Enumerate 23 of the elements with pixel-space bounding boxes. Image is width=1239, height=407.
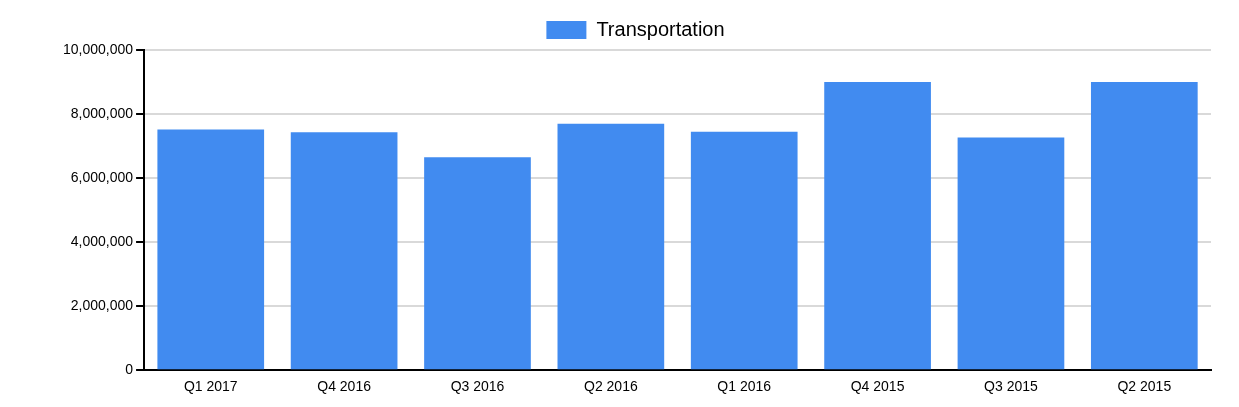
bar [424,157,531,370]
x-tick-label: Q3 2015 [984,378,1039,395]
x-tick-label: Q1 2016 [717,378,772,395]
y-tick-label: 0 [125,361,134,378]
y-tick-label: 4,000,000 [70,232,134,249]
x-tick-label: Q3 2016 [450,378,505,395]
x-tick-label: Q2 2016 [583,378,638,395]
bar [290,132,398,370]
bar [824,82,931,370]
x-tick-label: Q4 2016 [317,378,372,395]
bar [1090,82,1198,370]
bar [557,123,665,370]
bar [690,131,798,370]
y-tick-label: 6,000,000 [70,168,134,185]
bar [957,137,1065,370]
bar [157,129,265,370]
y-tick-label: 2,000,000 [70,297,134,314]
x-tick-label: Q2 2015 [1117,378,1172,395]
y-tick-label: 8,000,000 [70,104,134,121]
x-tick-label: Q4 2015 [850,378,905,395]
x-tick-label: Q1 2017 [183,378,238,395]
y-tick-label: 10,000,000 [62,40,134,57]
legend-label: Transportation [596,17,725,40]
